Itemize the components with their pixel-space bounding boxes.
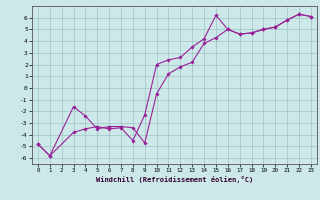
X-axis label: Windchill (Refroidissement éolien,°C): Windchill (Refroidissement éolien,°C) <box>96 176 253 183</box>
